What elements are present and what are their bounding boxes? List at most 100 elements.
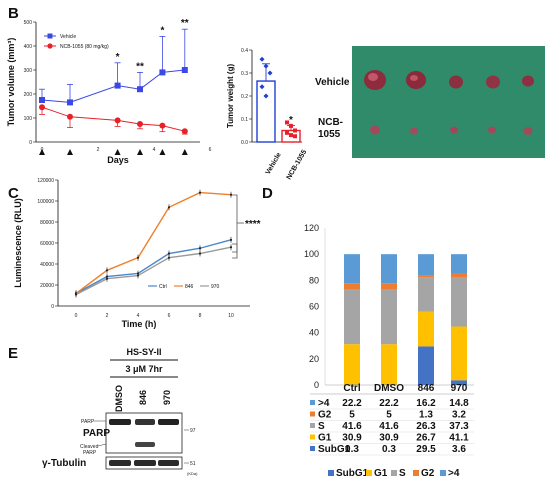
table-cell: 30.9 (379, 433, 399, 444)
significance-bracket-lower (232, 243, 238, 259)
table-header-dmso: DMSO (374, 383, 404, 394)
x-tick-label: 4 (137, 313, 140, 319)
band-parp-846 (135, 419, 155, 425)
data-point (289, 133, 293, 138)
x-tick-label: 6 (209, 147, 212, 153)
mw-unit: (KDa) (187, 471, 198, 476)
data-point (259, 56, 265, 62)
band-parp-dmso (109, 419, 131, 425)
data-point (293, 128, 297, 133)
table-cell: 22.2 (342, 398, 362, 409)
y-tick-label: 0 (51, 304, 54, 310)
data-point (181, 128, 188, 135)
x-tick-label: 0 (75, 313, 78, 319)
treatment-label: 3 μM 7hr (125, 364, 163, 374)
tumor (370, 125, 380, 135)
panel-letter-c: C (8, 185, 19, 202)
band-tubulin-846 (134, 460, 156, 466)
table-cell: 5 (386, 410, 392, 421)
data-point (159, 122, 166, 129)
y-tick-label: 80000 (40, 220, 54, 226)
cleaved-label-1: Cleaved (80, 444, 99, 450)
tumor-highlight (368, 73, 378, 81)
y-tick-label: 0 (29, 140, 32, 146)
tumor-weight-chart: 0.0 0.1 0.2 0.3 0.4 Tumor weight (g) Vehicle… (226, 48, 308, 181)
y-tick-label: 100 (24, 116, 33, 122)
data-point (137, 121, 143, 127)
dosing-arrow (137, 149, 143, 155)
y-tick-label: 60000 (40, 241, 54, 247)
panel-letter-e: E (8, 345, 18, 362)
photo-background (352, 46, 545, 158)
y-tick-label: 0 (314, 380, 319, 390)
bar-segment-g1 (344, 344, 360, 385)
data-point (39, 97, 45, 103)
legend-marker-vehicle (47, 33, 53, 39)
data-point (114, 82, 121, 89)
x-tick-label: 2 (97, 147, 100, 153)
dosing-arrow (159, 149, 166, 155)
table-cell: 41.6 (379, 421, 399, 432)
legend-swatch (413, 470, 419, 476)
table-cell: 0.3 (382, 444, 396, 455)
significance-marker: ** (181, 18, 189, 29)
series-line-970 (75, 246, 232, 296)
parp-small-label: PARP (81, 419, 95, 425)
y-axis-label: Tumor volume (mm³) (6, 38, 16, 127)
bar-segment-g1 (418, 311, 434, 347)
photo-label-vehicle: Vehicle (315, 77, 350, 88)
series-line-846 (75, 191, 232, 294)
data-point (198, 247, 202, 250)
table-row-label: G2 (318, 410, 332, 421)
y-tick-label: 0.1 (241, 117, 248, 123)
legend-swatch (366, 470, 372, 476)
data-point (136, 256, 140, 259)
legend-label: >4 (448, 468, 460, 479)
western-blot: HS-SY-II 3 μM 7hr DMSO 846 970 PARP PARP… (42, 347, 198, 476)
x-tick-label: 4 (153, 147, 156, 153)
bar-segment-gt4 (344, 254, 360, 284)
table-cell: 41.1 (449, 433, 469, 444)
data-point (259, 84, 265, 90)
tumor-highlight (410, 75, 418, 81)
lane-label-846: 846 (138, 390, 148, 405)
table-cell: 41.6 (342, 421, 362, 432)
data-point (67, 99, 73, 106)
dosing-arrow (181, 149, 188, 155)
data-point (198, 191, 202, 194)
data-point (293, 134, 297, 139)
tumor (486, 75, 500, 89)
bar-segment-s (418, 277, 434, 312)
legend-label: G1 (374, 468, 388, 479)
y-tick-label: 60 (309, 302, 319, 312)
data-point (229, 193, 233, 196)
legend-label-970: 970 (211, 284, 220, 290)
series-line-vehicle (41, 69, 185, 103)
tumor-photo: Vehicle NCB- 1055 (315, 46, 545, 158)
bar-segment-gt4 (418, 254, 434, 276)
y-tick-label: 0.2 (241, 94, 248, 100)
table-row-label: S (318, 421, 325, 432)
y-tick-label: 100000 (37, 199, 54, 205)
bar-segment-gt4 (381, 254, 397, 284)
bar-segment-g2 (381, 283, 397, 290)
table-cell: 14.8 (449, 398, 469, 409)
significance-stars: **** (245, 219, 261, 230)
significance-star: * (289, 115, 293, 126)
table-cell: 30.9 (342, 433, 362, 444)
band-cleaved-parp-846 (135, 442, 155, 447)
legend-swatch (440, 470, 446, 476)
significance-marker: * (160, 25, 164, 36)
table-cell: 1.3 (419, 410, 433, 421)
data-point (263, 93, 269, 99)
data-point (67, 113, 73, 120)
x-axis-label: Time (h) (122, 319, 157, 329)
x-label-ncb: NCB-1055 (286, 149, 309, 181)
table-swatch (310, 434, 315, 440)
bar-segment-g1 (381, 344, 397, 385)
legend-label: G2 (421, 468, 435, 479)
table-row-label: >4 (318, 398, 330, 409)
data-point (285, 120, 289, 125)
bar-segment-g2 (418, 275, 434, 278)
